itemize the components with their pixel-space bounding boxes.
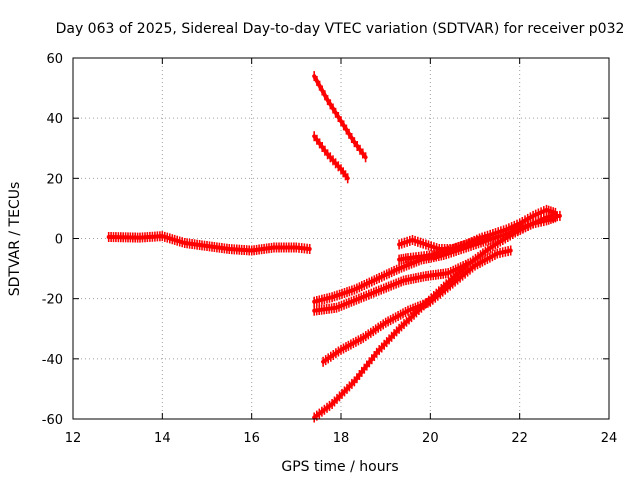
series-track-3 (312, 131, 350, 184)
x-axis-title: GPS time / hours (281, 459, 398, 475)
chart-title: Day 063 of 2025, Sidereal Day-to-day VTE… (56, 21, 625, 37)
y-tick-label: 60 (46, 52, 63, 67)
x-tick-label: 24 (601, 431, 618, 446)
y-tick-label: 20 (46, 172, 63, 187)
series-line (106, 234, 312, 253)
x-tick-label: 20 (422, 431, 439, 446)
axis-ticks: 12 14 16 18 20 22 24 -60 -40 -20 0 20 40 60 (42, 52, 618, 446)
plot-series (106, 71, 562, 423)
x-tick-label: 22 (511, 431, 528, 446)
series-track-9 (312, 260, 469, 423)
series-track-6 (397, 204, 558, 254)
y-tick-label: -20 (42, 293, 63, 308)
series-track-2 (312, 71, 368, 163)
series-line (312, 263, 469, 420)
series-track-1 (106, 231, 312, 256)
series-line (312, 134, 350, 181)
y-tick-label: 0 (55, 233, 63, 248)
x-tick-label: 12 (65, 431, 82, 446)
series-track-7 (397, 233, 491, 265)
y-axis-title: SDTVAR / TECUs (7, 182, 23, 297)
x-tick-label: 18 (333, 431, 350, 446)
y-tick-label: -40 (42, 353, 63, 368)
y-tick-label: -60 (42, 413, 63, 428)
y-tick-label: 40 (46, 112, 63, 127)
x-tick-label: 16 (243, 431, 260, 446)
x-tick-label: 14 (154, 431, 171, 446)
series-track-5 (312, 212, 558, 316)
